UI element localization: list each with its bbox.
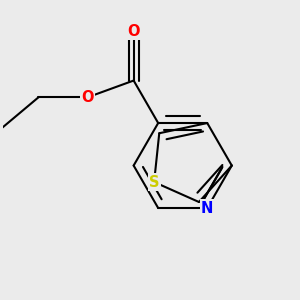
Text: O: O	[81, 90, 94, 105]
Text: S: S	[149, 175, 159, 190]
Text: N: N	[201, 200, 213, 215]
Text: O: O	[128, 24, 140, 39]
